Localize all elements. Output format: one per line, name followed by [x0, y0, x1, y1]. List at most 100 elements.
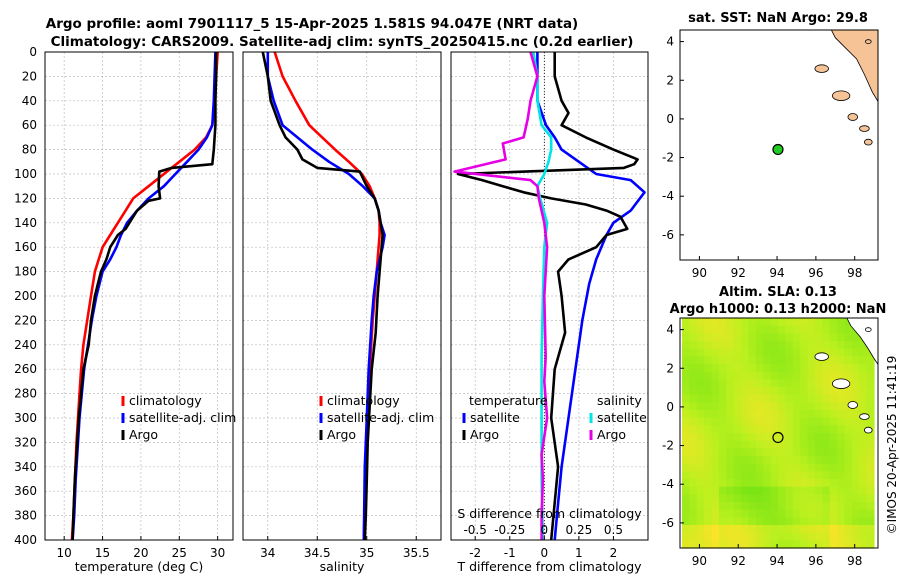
- sla-cell: [859, 479, 868, 488]
- sla-cell: [866, 448, 875, 457]
- sla-cell: [837, 371, 846, 380]
- sla-cell: [704, 364, 713, 373]
- sla-cell: [770, 471, 779, 480]
- sla-cell: [837, 517, 846, 526]
- sla-cell: [689, 532, 698, 541]
- sla-cell: [837, 540, 846, 549]
- x-tick-label: 34: [260, 546, 275, 560]
- sla-cell: [822, 410, 831, 419]
- sla-cell: [837, 318, 846, 327]
- sla-cell: [844, 356, 853, 365]
- sla-cell: [829, 433, 838, 442]
- series-line-argo: [261, 51, 384, 541]
- sla-cell: [851, 379, 860, 388]
- sla-cell: [851, 333, 860, 342]
- sla-cell: [704, 433, 713, 442]
- sla-cell: [748, 379, 757, 388]
- sla-cell: [814, 471, 823, 480]
- sla-cell: [814, 448, 823, 457]
- sla-cell: [726, 509, 735, 518]
- sla-cell: [829, 532, 838, 541]
- map-x-tick-label: 94: [769, 266, 784, 280]
- sla-cell: [829, 471, 838, 480]
- map-y-tick-label: -4: [662, 189, 674, 203]
- sla-cell: [733, 410, 742, 419]
- sla-cell: [682, 341, 690, 350]
- sla-cell: [726, 394, 735, 403]
- sla-cell: [726, 371, 735, 380]
- sla-cell: [763, 494, 772, 503]
- map-y-tick-label: 4: [666, 35, 674, 49]
- sla-cell: [807, 394, 816, 403]
- sla-cell: [718, 440, 727, 449]
- sla-cell: [733, 502, 742, 511]
- map-x-tick-label: 90: [692, 266, 707, 280]
- island: [864, 426, 873, 434]
- sla-cell: [741, 463, 750, 472]
- sla-cell: [741, 502, 750, 511]
- sla-cell: [822, 509, 831, 518]
- sla-cell: [748, 448, 757, 457]
- sla-cell: [814, 525, 823, 534]
- x-tick-label: 35.5: [403, 546, 430, 560]
- sla-cell: [822, 456, 831, 465]
- sla-cell: [748, 356, 757, 365]
- sla-cell: [785, 356, 794, 365]
- sla-cell: [726, 387, 735, 396]
- sla-cell: [696, 448, 705, 457]
- sla-cell: [755, 333, 764, 342]
- sla-cell: [704, 417, 713, 426]
- sla-cell: [866, 440, 875, 449]
- sla-cell: [814, 402, 823, 411]
- depth-tick-label: 260: [14, 362, 37, 376]
- island: [831, 90, 851, 101]
- sla-cell: [837, 433, 846, 442]
- sla-cell: [844, 463, 853, 472]
- sla-cell: [822, 387, 831, 396]
- sla-cell: [682, 371, 690, 380]
- sla-cell: [829, 402, 838, 411]
- sla-cell: [689, 471, 698, 480]
- sla-cell: [800, 471, 809, 480]
- legend-s-header: salinity: [597, 393, 642, 408]
- sla-cell: [770, 463, 779, 472]
- sla-cell: [792, 502, 801, 511]
- sla-cell: [741, 410, 750, 419]
- sla-cell: [682, 425, 690, 434]
- sla-cell: [829, 417, 838, 426]
- sla-cell: [785, 486, 794, 495]
- sla-cell: [822, 394, 831, 403]
- sla-cell: [763, 364, 772, 373]
- sla-cell: [741, 433, 750, 442]
- sla-cell: [718, 417, 727, 426]
- sla-cell: [829, 479, 838, 488]
- sla-cell: [755, 348, 764, 357]
- sla-cell: [844, 348, 853, 357]
- map-y-tick-label: 2: [666, 73, 674, 87]
- sla-cell: [755, 318, 764, 327]
- sla-cell: [748, 371, 757, 380]
- sla-cell: [866, 471, 875, 480]
- sla-cell: [800, 532, 809, 541]
- sla-cell: [733, 448, 742, 457]
- sla-cell: [682, 387, 690, 396]
- x-axis-label: temperature (deg C): [75, 559, 204, 574]
- sla-cell: [800, 371, 809, 380]
- sla-cell: [689, 356, 698, 365]
- sla-cell: [778, 517, 786, 526]
- sla-cell: [726, 440, 735, 449]
- sla-cell: [866, 394, 875, 403]
- sla-cell: [792, 479, 801, 488]
- sla-cell: [829, 318, 838, 327]
- sla-cell: [696, 410, 705, 419]
- sla-cell: [770, 341, 779, 350]
- sla-cell: [711, 379, 720, 388]
- map-y-tick-label: 0: [666, 112, 674, 126]
- sla-cell: [837, 333, 846, 342]
- sla-cell: [837, 440, 846, 449]
- map-y-tick-label: -6: [662, 516, 674, 530]
- sla-cell: [844, 479, 853, 488]
- sla-cell: [755, 379, 764, 388]
- sla-cell: [733, 356, 742, 365]
- sla-cell: [689, 333, 698, 342]
